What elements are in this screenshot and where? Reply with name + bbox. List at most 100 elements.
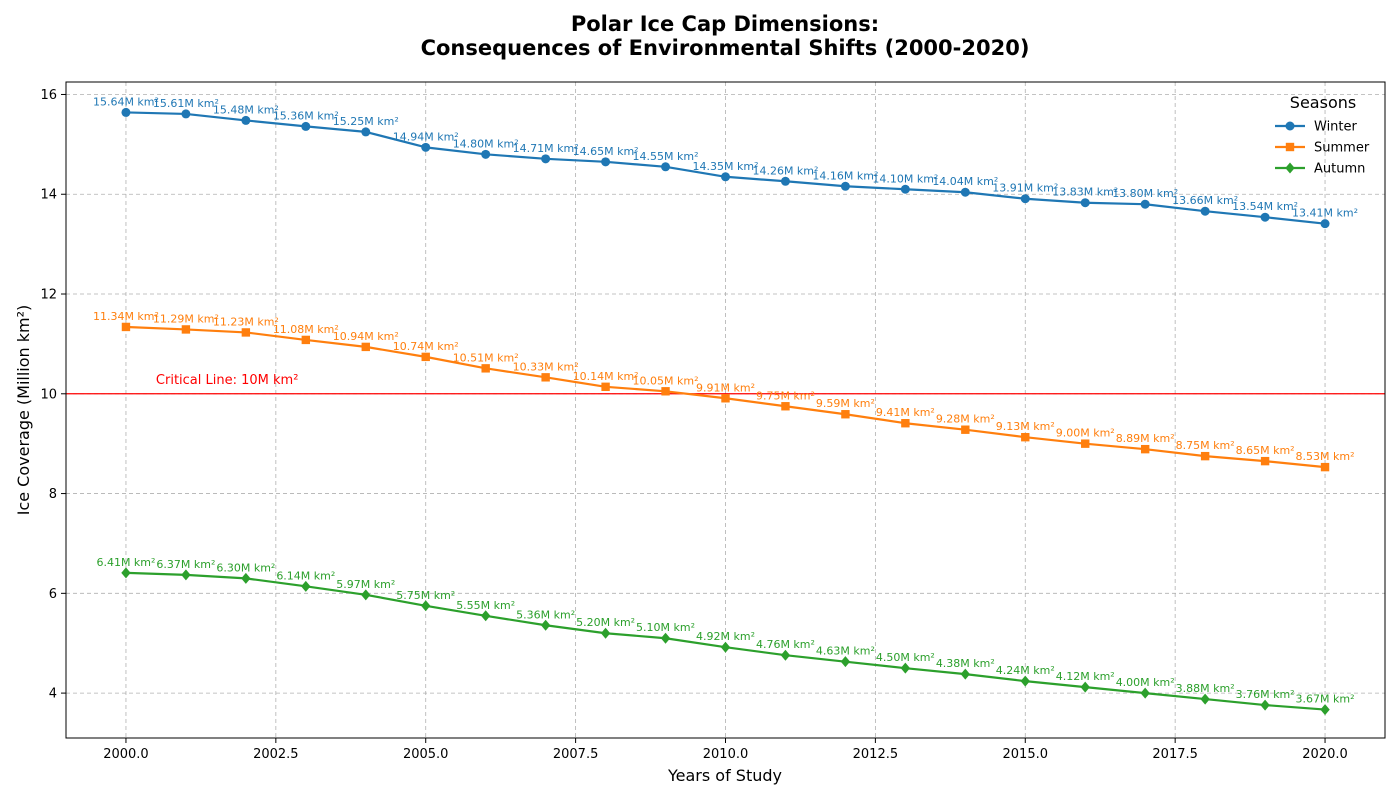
data-label-summer: 11.23M km² <box>213 315 279 328</box>
data-label-winter: 13.66M km² <box>1172 194 1238 207</box>
data-point-autumn <box>840 656 851 668</box>
legend-label-winter: Winter <box>1314 120 1358 135</box>
x-tick-label: 2007.5 <box>553 747 599 762</box>
legend-marker-autumn <box>1285 162 1295 174</box>
data-point-autumn <box>301 580 311 592</box>
data-point-summer <box>841 410 850 419</box>
data-point-autumn <box>1140 687 1150 699</box>
data-point-autumn <box>720 641 731 653</box>
data-point-summer <box>721 394 730 403</box>
data-point-autumn <box>1200 693 1210 705</box>
data-point-winter <box>541 154 551 164</box>
legend: Seasons Winter Summer Autumn <box>1275 93 1370 177</box>
data-label-winter: 14.04M km² <box>932 175 998 188</box>
data-point-summer <box>901 419 910 428</box>
reference-line-group: Critical Line: 10M km² <box>66 373 1385 395</box>
data-label-summer: 8.53M km² <box>1296 450 1355 463</box>
data-label-summer: 10.74M km² <box>393 340 459 353</box>
data-label-winter: 13.80M km² <box>1112 187 1178 200</box>
data-point-autumn <box>241 572 251 584</box>
data-label-autumn: 6.30M km² <box>216 561 275 574</box>
data-label-summer: 9.91M km² <box>696 381 755 394</box>
data-label-winter: 15.64M km² <box>93 95 159 108</box>
data-point-winter <box>780 176 790 186</box>
y-tick-label: 10 <box>40 387 57 402</box>
x-tick-label: 2012.5 <box>853 747 899 762</box>
data-point-winter <box>301 121 311 131</box>
data-point-summer <box>1081 439 1090 448</box>
data-point-summer <box>781 402 790 411</box>
data-point-summer <box>1260 456 1270 466</box>
legend-marker-winter <box>1285 121 1295 131</box>
data-point-summer <box>301 335 311 345</box>
legend-item-winter: Winter <box>1275 120 1358 135</box>
data-label-winter: 14.26M km² <box>752 164 818 177</box>
data-label-autumn: 5.36M km² <box>516 608 575 621</box>
y-tick-label: 4 <box>49 687 57 702</box>
y-tick-label: 14 <box>40 188 57 203</box>
data-label-summer: 11.29M km² <box>153 312 219 325</box>
data-label-winter: 14.65M km² <box>573 145 639 158</box>
data-point-winter <box>121 107 131 117</box>
data-point-autumn <box>361 589 371 601</box>
data-label-summer: 9.28M km² <box>936 413 995 426</box>
data-point-summer <box>1021 432 1030 442</box>
data-point-winter <box>361 127 371 137</box>
data-label-summer: 10.33M km² <box>513 360 579 373</box>
data-label-autumn: 5.75M km² <box>396 589 455 602</box>
data-label-autumn: 5.55M km² <box>456 599 515 612</box>
data-label-summer: 8.89M km² <box>1116 432 1175 445</box>
data-point-summer <box>361 342 370 352</box>
data-point-winter <box>661 162 671 172</box>
data-label-autumn: 6.41M km² <box>96 556 155 569</box>
data-point-winter <box>601 157 611 167</box>
data-label-summer: 10.51M km² <box>453 351 519 364</box>
data-label-winter: 13.41M km² <box>1292 207 1358 220</box>
data-label-summer: 9.00M km² <box>1056 427 1115 440</box>
data-point-winter <box>1260 212 1270 222</box>
data-label-winter: 15.61M km² <box>153 97 219 110</box>
legend-title: Seasons <box>1290 93 1356 112</box>
legend-marker-summer <box>1285 142 1295 152</box>
data-point-autumn <box>780 649 791 661</box>
data-point-autumn <box>1080 681 1090 693</box>
data-label-autumn: 6.37M km² <box>156 558 215 571</box>
data-label-winter: 14.94M km² <box>393 130 459 143</box>
x-tick-label: 2017.5 <box>1152 747 1198 762</box>
data-point-autumn <box>660 632 671 644</box>
data-point-winter <box>1320 219 1330 229</box>
y-tick-label: 6 <box>49 587 57 602</box>
data-point-winter <box>241 115 251 125</box>
chart-title-line-1: Polar Ice Cap Dimensions: <box>571 12 879 36</box>
data-label-autumn: 4.00M km² <box>1116 676 1175 689</box>
y-tick-label: 8 <box>49 487 57 502</box>
data-label-autumn: 4.24M km² <box>996 664 1055 677</box>
data-label-winter: 14.71M km² <box>513 142 579 155</box>
data-label-winter: 13.83M km² <box>1052 186 1118 199</box>
data-point-autumn <box>1020 675 1030 687</box>
data-point-autumn <box>900 662 911 674</box>
data-point-autumn <box>960 668 970 680</box>
x-tick-label: 2010.0 <box>703 747 749 762</box>
data-point-summer <box>601 382 610 392</box>
data-label-summer: 10.05M km² <box>633 374 699 387</box>
data-point-autumn <box>540 619 551 631</box>
data-label-summer: 9.13M km² <box>996 420 1055 433</box>
data-label-summer: 8.65M km² <box>1236 444 1295 457</box>
data-point-winter <box>900 184 910 194</box>
data-point-winter <box>840 181 850 191</box>
series-winter <box>121 107 1330 229</box>
data-label-summer: 11.34M km² <box>93 310 159 323</box>
data-label-winter: 14.80M km² <box>453 137 519 150</box>
data-point-summer <box>1140 444 1150 454</box>
x-tick-label: 2005.0 <box>403 747 449 762</box>
series-group <box>121 107 1330 716</box>
data-label-autumn: 4.63M km² <box>816 645 875 658</box>
data-point-autumn <box>481 610 491 622</box>
y-tick-label: 16 <box>40 88 57 103</box>
series-summer <box>121 322 1330 472</box>
x-tick-label: 2020.0 <box>1302 747 1348 762</box>
